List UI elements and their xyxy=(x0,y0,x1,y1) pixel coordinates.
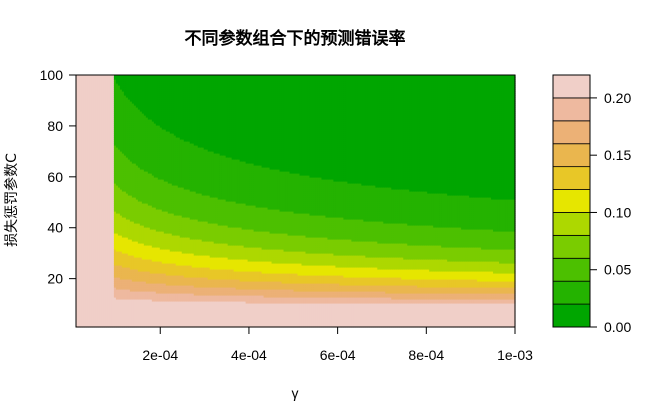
plot-panel xyxy=(76,75,516,328)
chart-title: 不同参数组合下的预测错误率 xyxy=(185,28,406,49)
